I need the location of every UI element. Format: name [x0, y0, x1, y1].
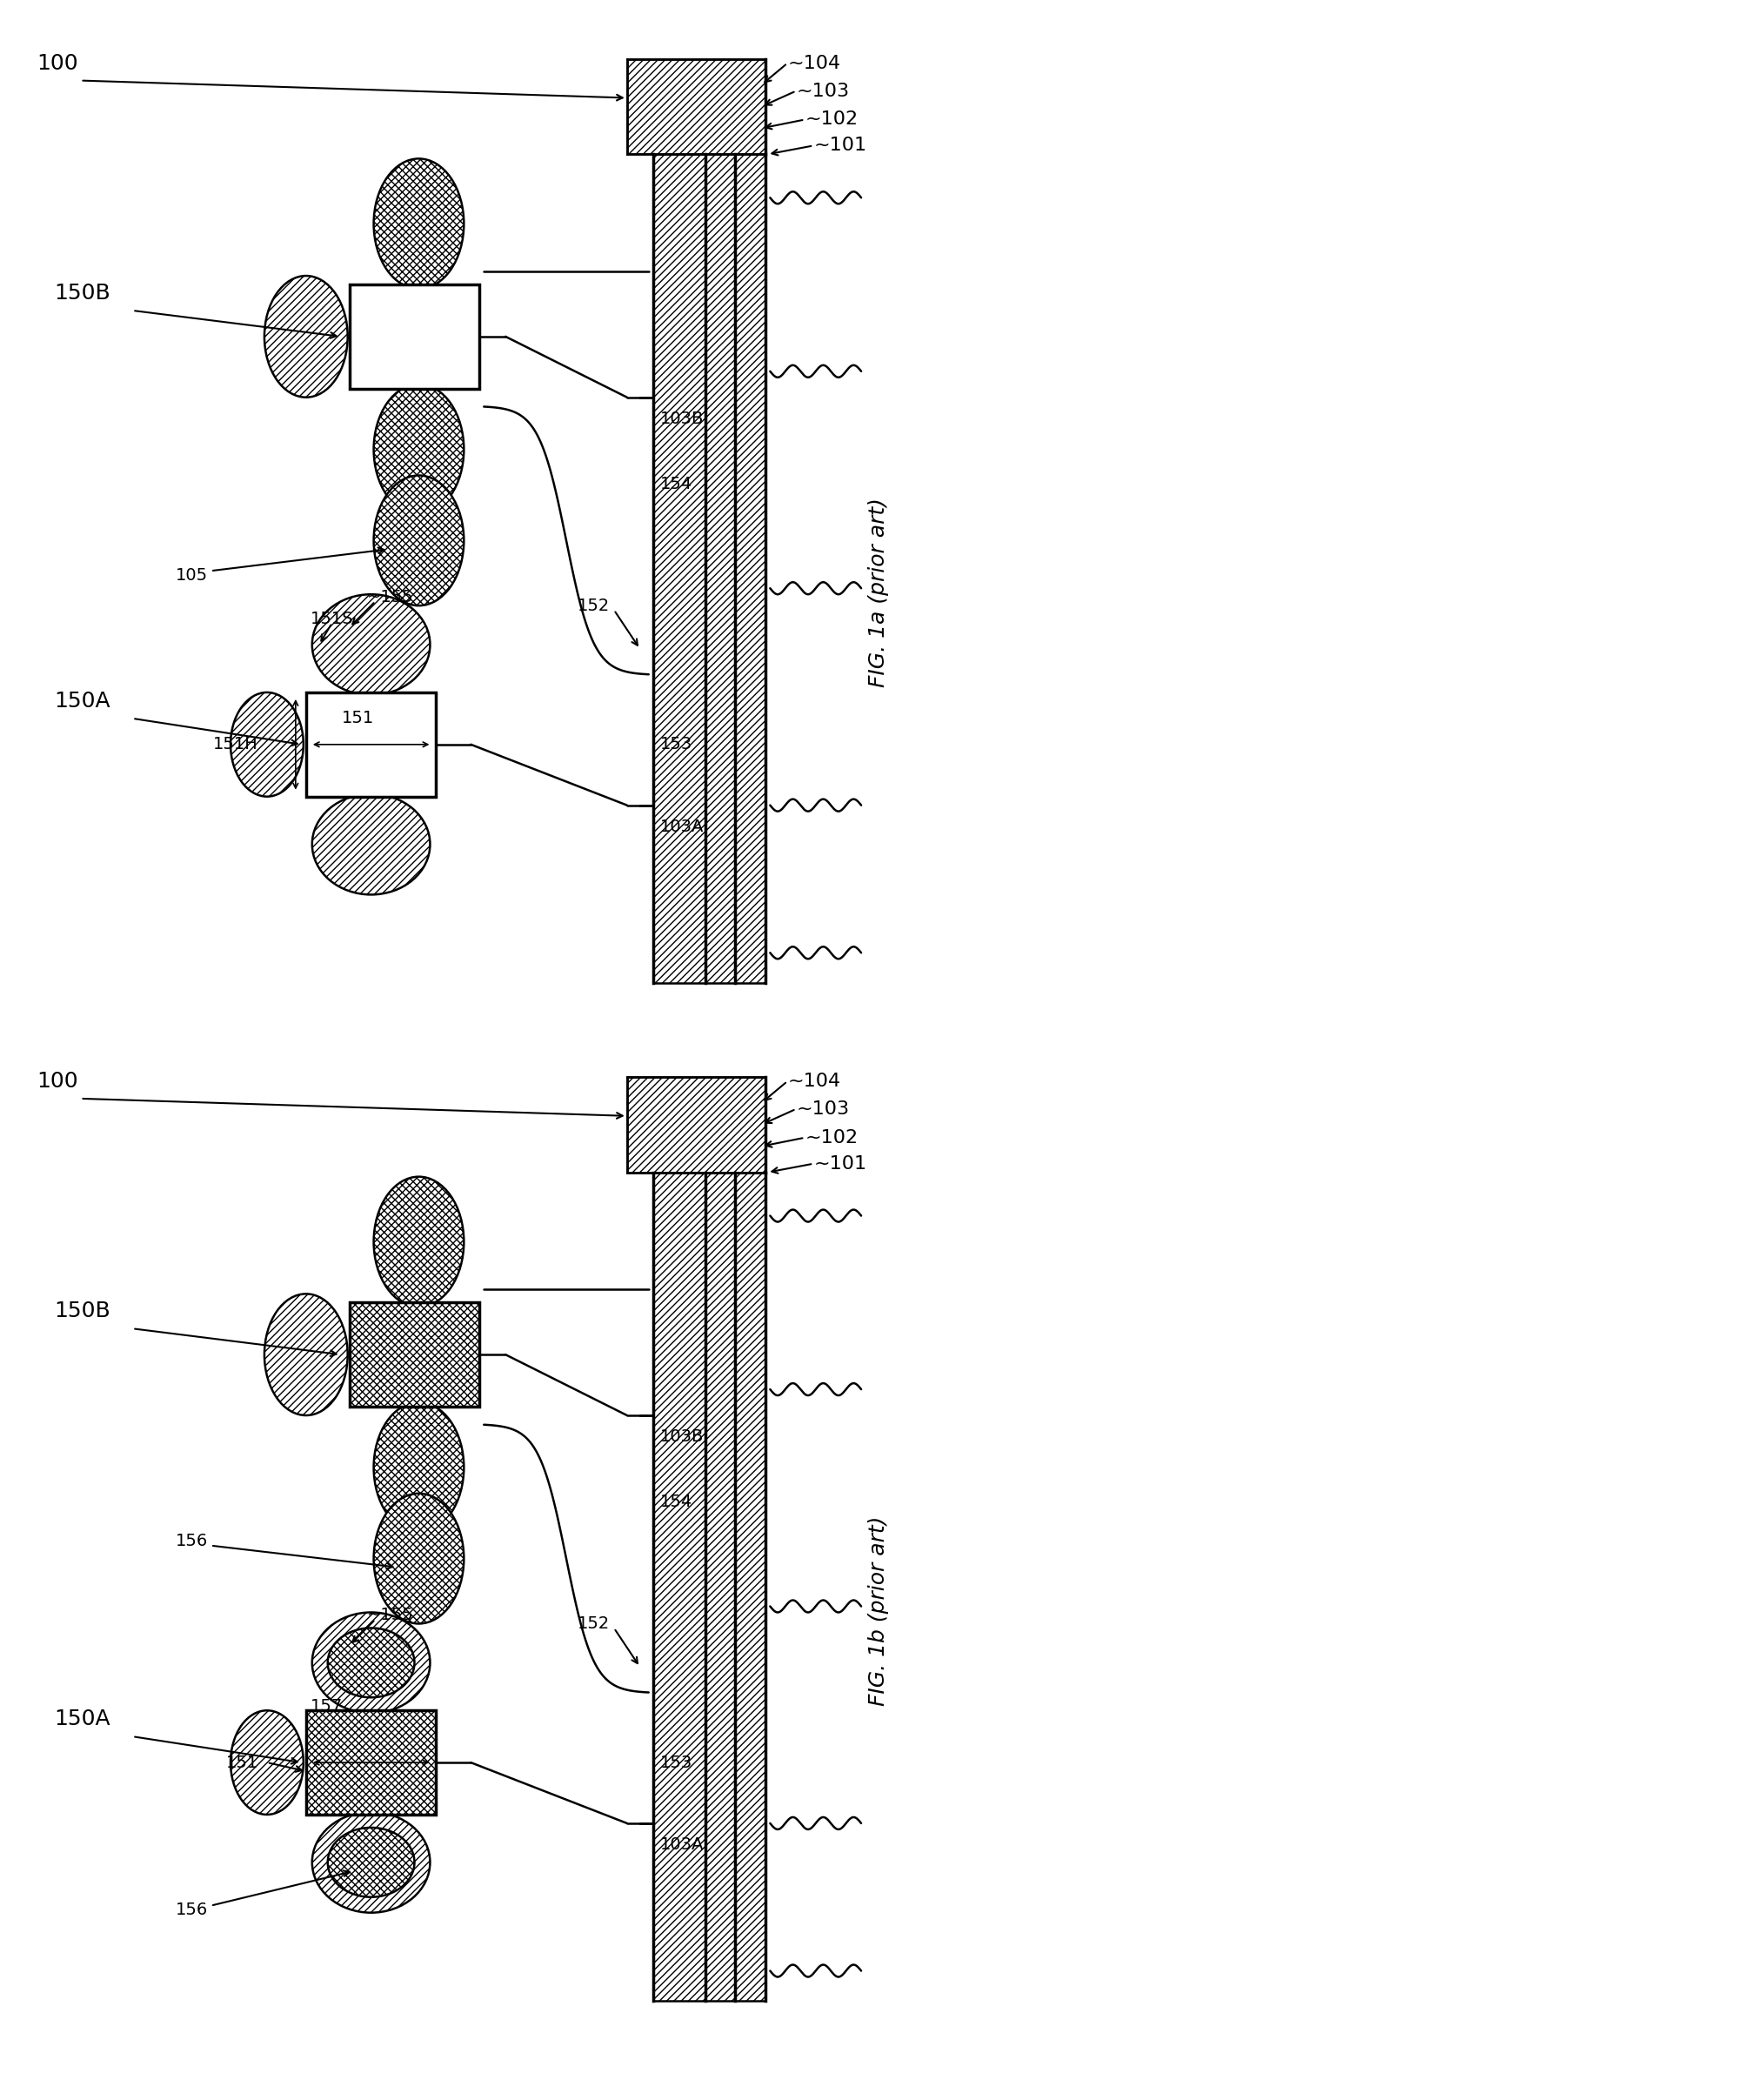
Text: 156: 156 — [176, 1903, 208, 1919]
Text: 151S: 151S — [310, 611, 353, 628]
Bar — [736, 1172, 766, 2001]
Text: 103B: 103B — [660, 410, 704, 427]
Text: 105: 105 — [176, 567, 208, 584]
Bar — [305, 693, 436, 797]
Bar — [736, 155, 766, 984]
Text: 152: 152 — [577, 597, 610, 613]
Ellipse shape — [231, 693, 303, 797]
Bar — [706, 155, 736, 984]
Ellipse shape — [328, 1628, 415, 1697]
Bar — [626, 59, 766, 155]
Ellipse shape — [374, 1402, 464, 1532]
Text: 150B: 150B — [55, 283, 111, 303]
Bar — [349, 1302, 480, 1406]
Text: 151: 151 — [226, 1754, 258, 1771]
Bar — [706, 1172, 736, 2001]
Text: FIG. 1b (prior art): FIG. 1b (prior art) — [868, 1515, 889, 1706]
Text: ~155: ~155 — [367, 1607, 413, 1624]
Ellipse shape — [312, 594, 430, 695]
Text: 150A: 150A — [55, 691, 111, 712]
Text: 156: 156 — [176, 1532, 208, 1549]
Text: 153: 153 — [660, 1754, 691, 1771]
Text: FIG. 1a (prior art): FIG. 1a (prior art) — [868, 498, 889, 687]
Text: 152: 152 — [577, 1616, 610, 1633]
Text: ~102: ~102 — [804, 1128, 857, 1147]
Text: 103A: 103A — [660, 1838, 704, 1852]
Text: ~101: ~101 — [813, 136, 866, 155]
Text: 150A: 150A — [55, 1708, 111, 1729]
Text: 151H: 151H — [213, 737, 258, 753]
Ellipse shape — [265, 1293, 348, 1415]
Bar — [305, 1710, 436, 1815]
Text: 151: 151 — [342, 710, 374, 726]
Bar — [653, 155, 706, 984]
Text: ~103: ~103 — [796, 1101, 848, 1118]
Bar — [349, 285, 480, 389]
Ellipse shape — [265, 276, 348, 398]
Ellipse shape — [328, 1827, 415, 1896]
Ellipse shape — [374, 385, 464, 515]
Text: 154: 154 — [660, 1494, 691, 1511]
Text: 150B: 150B — [55, 1300, 111, 1321]
Ellipse shape — [374, 159, 464, 289]
Ellipse shape — [374, 475, 464, 605]
Text: ~104: ~104 — [787, 1072, 841, 1090]
Text: ~102: ~102 — [804, 111, 857, 128]
Text: ~104: ~104 — [787, 54, 841, 71]
Ellipse shape — [312, 793, 430, 894]
Text: ~103: ~103 — [796, 82, 848, 100]
Bar — [653, 1172, 706, 2001]
Ellipse shape — [374, 1176, 464, 1306]
Text: 154: 154 — [660, 475, 691, 492]
Ellipse shape — [312, 1813, 430, 1913]
Ellipse shape — [374, 1494, 464, 1624]
Ellipse shape — [312, 1612, 430, 1712]
Text: ~155: ~155 — [367, 588, 413, 605]
Text: 103B: 103B — [660, 1430, 704, 1446]
Text: ~101: ~101 — [813, 1155, 866, 1172]
Bar — [626, 1078, 766, 1172]
Text: 153: 153 — [660, 737, 691, 753]
Text: 100: 100 — [37, 1072, 79, 1093]
Text: 103A: 103A — [660, 818, 704, 835]
Ellipse shape — [231, 1710, 303, 1815]
Text: 100: 100 — [37, 52, 79, 73]
Text: 157: 157 — [310, 1697, 342, 1714]
